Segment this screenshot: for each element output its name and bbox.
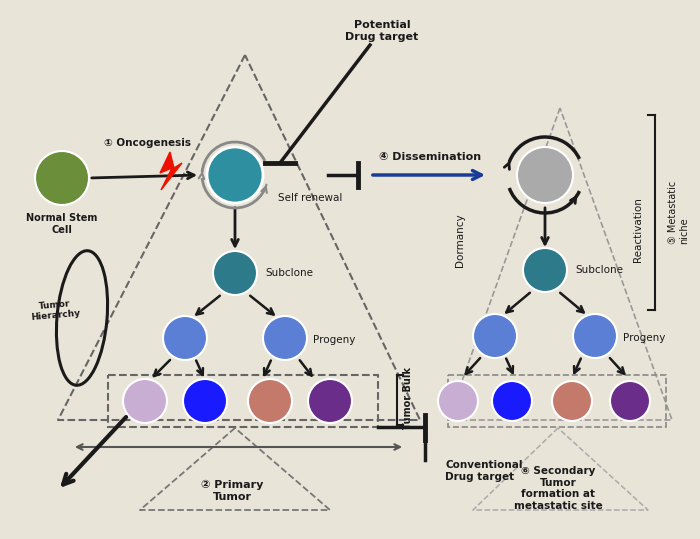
FancyArrowPatch shape xyxy=(373,170,482,179)
FancyArrowPatch shape xyxy=(63,417,126,485)
Text: Subclone: Subclone xyxy=(265,268,313,278)
Circle shape xyxy=(248,379,292,423)
Text: Reactivation: Reactivation xyxy=(633,198,643,262)
Circle shape xyxy=(207,147,263,203)
Circle shape xyxy=(123,379,167,423)
FancyArrowPatch shape xyxy=(506,358,513,373)
FancyArrowPatch shape xyxy=(250,296,274,315)
Circle shape xyxy=(163,316,207,360)
Text: Conventional
Drug target: Conventional Drug target xyxy=(445,460,522,482)
FancyArrowPatch shape xyxy=(542,208,548,244)
Polygon shape xyxy=(160,152,182,190)
FancyArrowPatch shape xyxy=(466,358,480,374)
FancyArrowPatch shape xyxy=(610,358,624,374)
Text: ① Oncogenesis: ① Oncogenesis xyxy=(104,138,192,148)
FancyArrowPatch shape xyxy=(506,293,530,313)
Circle shape xyxy=(552,381,592,421)
Text: Progeny: Progeny xyxy=(623,333,666,343)
Circle shape xyxy=(610,381,650,421)
Text: Normal Stem
Cell: Normal Stem Cell xyxy=(27,213,98,234)
Circle shape xyxy=(473,314,517,358)
Text: Progeny: Progeny xyxy=(313,335,356,345)
Text: Subclone: Subclone xyxy=(575,265,623,275)
FancyArrowPatch shape xyxy=(300,360,312,376)
Text: Dormancy: Dormancy xyxy=(455,213,465,267)
Text: ② Primary
Tumor: ② Primary Tumor xyxy=(201,480,263,502)
FancyArrowPatch shape xyxy=(197,296,220,315)
FancyArrowPatch shape xyxy=(196,361,203,375)
FancyArrowPatch shape xyxy=(232,208,238,246)
Circle shape xyxy=(35,151,89,205)
Circle shape xyxy=(263,316,307,360)
Text: Tumor
Hierarchy: Tumor Hierarchy xyxy=(29,298,81,322)
FancyArrowPatch shape xyxy=(560,293,584,313)
FancyArrowPatch shape xyxy=(92,172,194,178)
Circle shape xyxy=(492,381,532,421)
FancyArrowPatch shape xyxy=(264,361,271,375)
Circle shape xyxy=(308,379,352,423)
Text: ⑥ Secondary
Tumor
formation at
metastatic site: ⑥ Secondary Tumor formation at metastati… xyxy=(514,466,603,511)
Text: Self renewal: Self renewal xyxy=(278,193,342,203)
Circle shape xyxy=(517,147,573,203)
Text: ⑤ Metastatic
niche: ⑤ Metastatic niche xyxy=(668,181,690,244)
Text: ④ Dissemination: ④ Dissemination xyxy=(379,152,481,162)
Circle shape xyxy=(438,381,478,421)
FancyArrowPatch shape xyxy=(154,360,170,376)
FancyArrowPatch shape xyxy=(574,358,581,373)
Circle shape xyxy=(523,248,567,292)
Circle shape xyxy=(183,379,227,423)
Text: Tumor Bulk: Tumor Bulk xyxy=(403,367,413,429)
Circle shape xyxy=(573,314,617,358)
Circle shape xyxy=(213,251,257,295)
Text: Potential
Drug target: Potential Drug target xyxy=(345,20,419,42)
